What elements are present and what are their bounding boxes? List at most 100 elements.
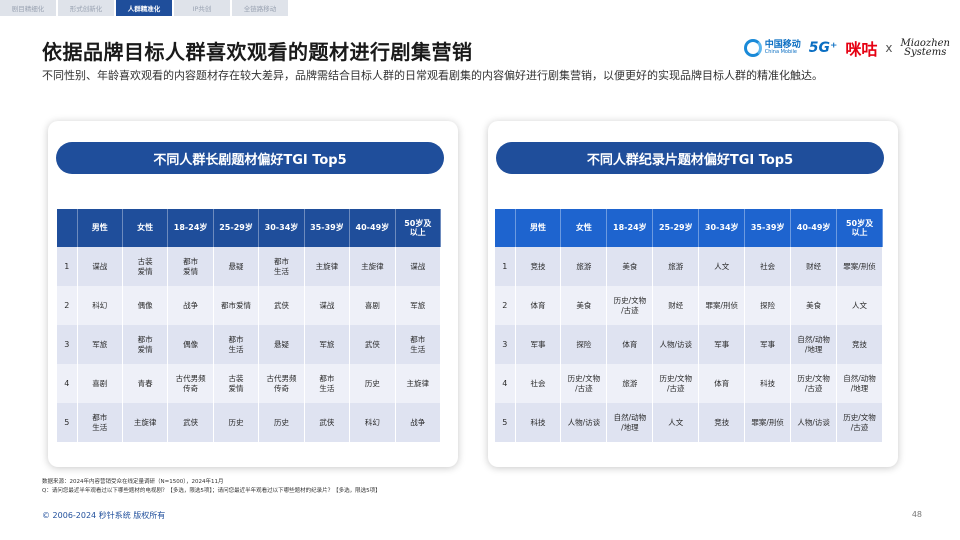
- table-cell: 人文: [652, 403, 700, 442]
- table-cell: 悬疑: [258, 325, 305, 364]
- table-cell: 历史: [213, 403, 260, 442]
- table-row: 3 军旅 都市 爱情 偶像 都市 生活 悬疑 军旅 武侠 都市 生活: [57, 325, 442, 364]
- column-header: 男性: [77, 209, 123, 247]
- table-cell: 人物/访谈: [560, 403, 608, 442]
- table-cell: 军旅: [395, 286, 442, 325]
- table-cell: 偶像: [167, 325, 214, 364]
- table-cell: 自然/动物/地理: [836, 364, 883, 403]
- table-cell: 美食: [560, 286, 608, 325]
- column-header: 女性: [560, 209, 608, 247]
- table-row: 5 都市 生活 主旋律 武侠 历史 历史 武侠 科幻 战争: [57, 403, 442, 442]
- miaozhen-line-2: Systems: [904, 47, 947, 58]
- china-mobile-icon: [743, 39, 762, 57]
- copyright: © 2006-2024 秒针系统 版权所有: [42, 511, 166, 520]
- table-cell: 都市爱情: [167, 247, 214, 286]
- table-cell: 科技: [515, 403, 562, 442]
- table-cell: 竞技: [698, 403, 746, 442]
- rank-header: [57, 209, 78, 247]
- table-cell: 体育: [606, 325, 654, 364]
- drama-table-title: 不同人群长剧题材偏好TGI Top5: [56, 142, 444, 174]
- column-header: 40-49岁: [349, 209, 396, 247]
- tab-1[interactable]: 剧目精细化: [0, 0, 56, 16]
- table-row: 4 社会 历史/文物/古迹 旅游 历史/文物/古迹 体育 科技 历史/文物/古迹 自然/动物/地…: [495, 364, 883, 403]
- table-cell: 财经: [652, 286, 700, 325]
- table-cell: 谍战: [395, 247, 442, 286]
- table-cell: 人物/访谈: [790, 403, 838, 442]
- page-subtitle: 不同性别、年龄喜欢观看的内容题材存在较大差异，品牌需结合目标人群的日常观看剧集的…: [42, 69, 823, 82]
- table-cell: 探险: [744, 286, 792, 325]
- table-cell: 军事: [698, 325, 746, 364]
- table-cell: 武侠: [304, 403, 351, 442]
- table-cell: 旅游: [652, 247, 700, 286]
- table-cell: 都市爱情: [122, 325, 169, 364]
- table-cell: 探险: [560, 325, 608, 364]
- table-row: 2 体育 美食 历史/文物/古迹 财经 罪案/刑侦 探险 美食 人文: [495, 286, 883, 325]
- page-number: 48: [911, 510, 922, 519]
- table-row: 1 谍战 古装 爱情 都市 爱情 悬疑 都市 生活 主旋律 主旋律 谍战: [57, 247, 442, 286]
- table-cell: 历史: [349, 364, 396, 403]
- rank-header: [495, 209, 516, 247]
- column-header: 35-39岁: [744, 209, 792, 247]
- rank-cell: 4: [495, 364, 516, 403]
- page-title: 依据品牌目标人群喜欢观看的题材进行剧集营销: [42, 40, 473, 64]
- table-cell: 人物/访谈: [652, 325, 700, 364]
- table-cell: 美食: [606, 247, 654, 286]
- table-cell: 历史: [258, 403, 305, 442]
- table-cell: 科技: [744, 364, 792, 403]
- column-header: 25-29岁: [652, 209, 700, 247]
- tab-5[interactable]: 全链路移动: [232, 0, 288, 16]
- tab-2[interactable]: 形式创新化: [58, 0, 114, 16]
- rank-cell: 3: [495, 325, 516, 364]
- table-row: 5 科技 人物/访谈 自然/动物/地理 人文 竞技 罪案/刑侦 人物/访谈 历史/文物/古迹: [495, 403, 883, 442]
- drama-preference-card: 不同人群长剧题材偏好TGI Top5 男性 女性 18-24岁 25-29岁 30-34…: [48, 121, 458, 467]
- table-cell: 都市 生活: [213, 325, 260, 364]
- table-cell: 武侠: [167, 403, 214, 442]
- section-tabs: 剧目精细化 形式创新化 人群精准化 IP共创 全链路移动: [0, 0, 288, 16]
- table-cell: 谍战: [304, 286, 351, 325]
- column-header: 50岁及 以上: [836, 209, 883, 247]
- column-header: 25-29岁: [213, 209, 260, 247]
- table-cell: 悬疑: [213, 247, 260, 286]
- table-cell: 军事: [515, 325, 562, 364]
- table-cell: 军事: [744, 325, 792, 364]
- rank-cell: 2: [57, 286, 78, 325]
- table-cell: 旅游: [560, 247, 608, 286]
- tab-3-active[interactable]: 人群精准化: [116, 0, 172, 16]
- drama-tgi-table: 男性 女性 18-24岁 25-29岁 30-34岁 35-39岁 40-49岁 50岁及 以上…: [57, 209, 442, 442]
- column-header: 男性: [515, 209, 562, 247]
- table-cell: 历史/文物/古迹: [606, 286, 654, 325]
- table-cell: 战争: [395, 403, 442, 442]
- table-cell: 历史/文物/古迹: [560, 364, 608, 403]
- partner-logos: 中国移动 China Mobile 5G⁺ 咪咕 x Miaozhen Syst…: [743, 36, 950, 60]
- table-cell: 科幻: [77, 286, 123, 325]
- table-cell: 偶像: [122, 286, 169, 325]
- table-cell: 历史/文物/古迹: [836, 403, 883, 442]
- column-header: 35-39岁: [304, 209, 351, 247]
- table-cell: 主旋律: [304, 247, 351, 286]
- column-header: 40-49岁: [790, 209, 838, 247]
- table-cell: 社会: [515, 364, 562, 403]
- rank-cell: 1: [57, 247, 78, 286]
- table-cell: 竞技: [515, 247, 562, 286]
- china-mobile-logo: 中国移动 China Mobile: [743, 39, 801, 57]
- table-row: 1 竞技 旅游 美食 旅游 人文 社会 财经 罪案/刑侦: [495, 247, 883, 286]
- table-cell: 旅游: [606, 364, 654, 403]
- table-cell: 战争: [167, 286, 214, 325]
- table-cell: 喜剧: [77, 364, 123, 403]
- table-cell: 美食: [790, 286, 838, 325]
- table-cell: 主旋律: [395, 364, 442, 403]
- rank-cell: 3: [57, 325, 78, 364]
- table-row: 3 军事 探险 体育 人物/访谈 军事 军事 自然/动物/地理 竞技: [495, 325, 883, 364]
- china-mobile-en: China Mobile: [764, 49, 798, 55]
- table-cell: 都市 生活: [304, 364, 351, 403]
- column-header: 30-34岁: [258, 209, 305, 247]
- table-cell: 体育: [515, 286, 562, 325]
- data-source: 数据来源：2024年内容营销受众在线定量调研（N=1500），2024年11月: [42, 479, 224, 485]
- tab-4[interactable]: IP共创: [174, 0, 230, 16]
- table-cell: 科幻: [349, 403, 396, 442]
- column-header: 女性: [122, 209, 169, 247]
- table-cell: 武侠: [349, 325, 396, 364]
- rank-cell: 4: [57, 364, 78, 403]
- table-cell: 主旋律: [349, 247, 396, 286]
- rank-cell: 1: [495, 247, 516, 286]
